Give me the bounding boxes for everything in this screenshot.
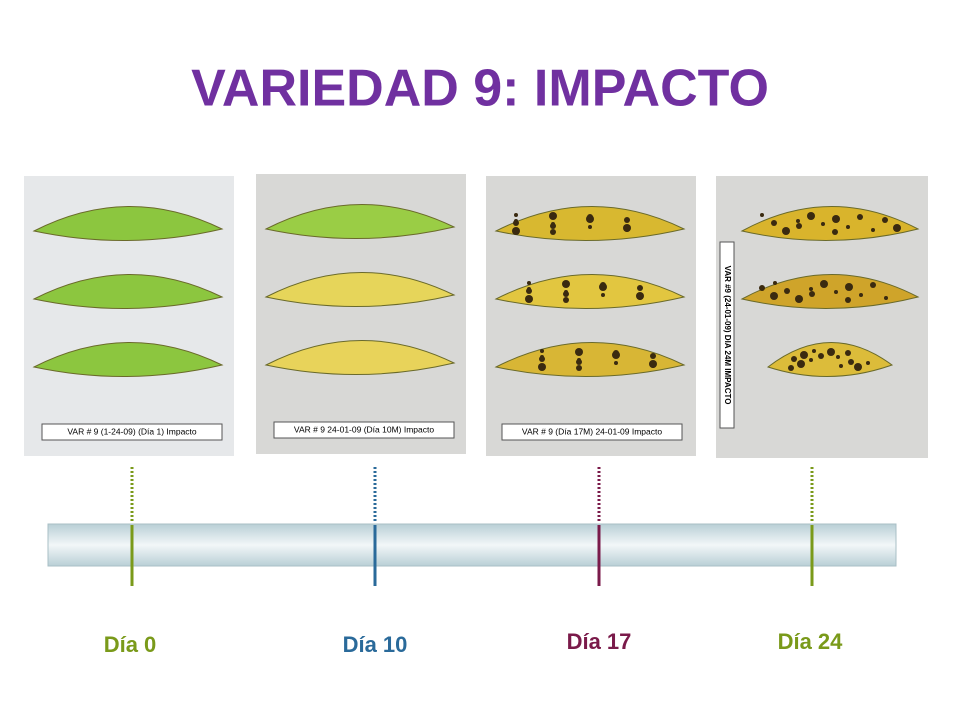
- banana-spot: [540, 355, 544, 359]
- banana-spot: [893, 224, 901, 232]
- banana-spot: [575, 348, 583, 356]
- banana-spot: [549, 212, 557, 220]
- banana-spot: [821, 222, 825, 226]
- banana-spot: [788, 365, 794, 371]
- banana-spot: [770, 292, 778, 300]
- banana-spot: [809, 287, 813, 291]
- banana-spot: [514, 213, 518, 217]
- banana-spot: [797, 360, 805, 368]
- banana-spot: [759, 285, 765, 291]
- banana-spot: [809, 358, 813, 362]
- photo: VAR # 9 (1-24-09) (Día 1) Impacto: [24, 176, 234, 456]
- banana-spot: [834, 290, 838, 294]
- banana-spot: [846, 225, 850, 229]
- slide-title: VARIEDAD 9: IMPACTO: [191, 60, 769, 118]
- banana-spot: [577, 358, 581, 362]
- banana-spot: [564, 290, 568, 294]
- banana-spot: [563, 297, 569, 303]
- banana: [32, 274, 224, 309]
- banana-spot: [836, 355, 840, 359]
- photo: VAR # 9 24-01-09 (Día 10M) Impacto: [256, 174, 466, 454]
- banana-spot: [538, 363, 546, 371]
- banana-spot: [827, 348, 835, 356]
- banana-spot: [650, 353, 656, 359]
- banana-spot: [784, 288, 790, 294]
- timeline-label: Día 10: [343, 632, 408, 657]
- banana-spot: [832, 215, 840, 223]
- banana-spot: [791, 356, 797, 362]
- banana: [264, 340, 456, 375]
- banana: [32, 206, 224, 241]
- banana: [32, 342, 224, 377]
- photo-caption: VAR # 9 (1-24-09) (Día 1) Impacto: [67, 426, 197, 436]
- banana-spot: [637, 285, 643, 291]
- caption-box: [719, 241, 735, 429]
- banana-spot: [796, 223, 802, 229]
- banana-spot: [870, 282, 876, 288]
- banana-spot: [587, 214, 593, 220]
- banana-spot: [882, 217, 888, 223]
- banana-spot: [809, 291, 815, 297]
- banana-spot: [796, 219, 800, 223]
- banana-spot: [859, 293, 863, 297]
- banana-spot: [839, 364, 843, 368]
- banana: [494, 206, 686, 241]
- banana-spot: [613, 350, 619, 356]
- banana-spot: [795, 295, 803, 303]
- timeline-label: Día 17: [567, 629, 632, 654]
- timeline-label: Día 24: [778, 629, 844, 654]
- banana-spot: [514, 219, 518, 223]
- banana-spot: [636, 292, 644, 300]
- banana-spot: [832, 229, 838, 235]
- caption-box: [273, 421, 455, 439]
- banana-spot: [800, 351, 808, 359]
- banana-spot: [818, 353, 824, 359]
- banana-spot: [527, 287, 531, 291]
- banana-spot: [771, 220, 777, 226]
- banana-spot: [600, 282, 606, 288]
- banana-spot: [588, 225, 592, 229]
- banana-spot: [854, 363, 862, 371]
- photo: VAR # 9 (Día 17M) 24-01-09 Impacto: [486, 176, 696, 456]
- banana-spot: [512, 227, 520, 235]
- banana-spot: [845, 283, 853, 291]
- banana: [494, 274, 686, 309]
- banana: [264, 204, 456, 239]
- banana-spot: [884, 296, 888, 300]
- banana-spot: [782, 227, 790, 235]
- banana-spot: [820, 280, 828, 288]
- timeline-bar: [47, 523, 897, 567]
- photo-caption: VAR # 9 (Día 17M) 24-01-09 Impacto: [522, 426, 662, 436]
- banana-spot: [525, 295, 533, 303]
- photo-caption: VAR # 9 24-01-09 (Día 10M) Impacto: [294, 424, 434, 434]
- banana-spot: [871, 228, 875, 232]
- banana-spot: [857, 214, 863, 220]
- banana-spot: [845, 297, 851, 303]
- banana-spot: [576, 365, 582, 371]
- banana-spot: [601, 293, 605, 297]
- banana-spot: [773, 281, 777, 285]
- caption-box: [501, 423, 683, 441]
- banana-spot: [624, 217, 630, 223]
- banana-spot: [562, 280, 570, 288]
- banana-spot: [550, 229, 556, 235]
- banana-spot: [540, 349, 544, 353]
- banana-spot: [812, 349, 816, 353]
- banana-spot: [845, 350, 851, 356]
- banana-spot: [807, 212, 815, 220]
- banana-spot: [551, 222, 555, 226]
- banana-spot: [866, 361, 870, 365]
- banana-spot: [623, 224, 631, 232]
- caption-box: [41, 423, 223, 441]
- timeline-label: Día 0: [104, 632, 157, 657]
- banana-spot: [760, 213, 764, 217]
- banana: [264, 272, 456, 307]
- photo-caption: VAR #9 (24-01-09) DIA 24M IMPACTO: [723, 266, 732, 405]
- banana-spot: [848, 359, 854, 365]
- banana-spot: [649, 360, 657, 368]
- banana-spot: [527, 281, 531, 285]
- photo: VAR #9 (24-01-09) DIA 24M IMPACTO: [716, 176, 928, 458]
- banana-spot: [614, 361, 618, 365]
